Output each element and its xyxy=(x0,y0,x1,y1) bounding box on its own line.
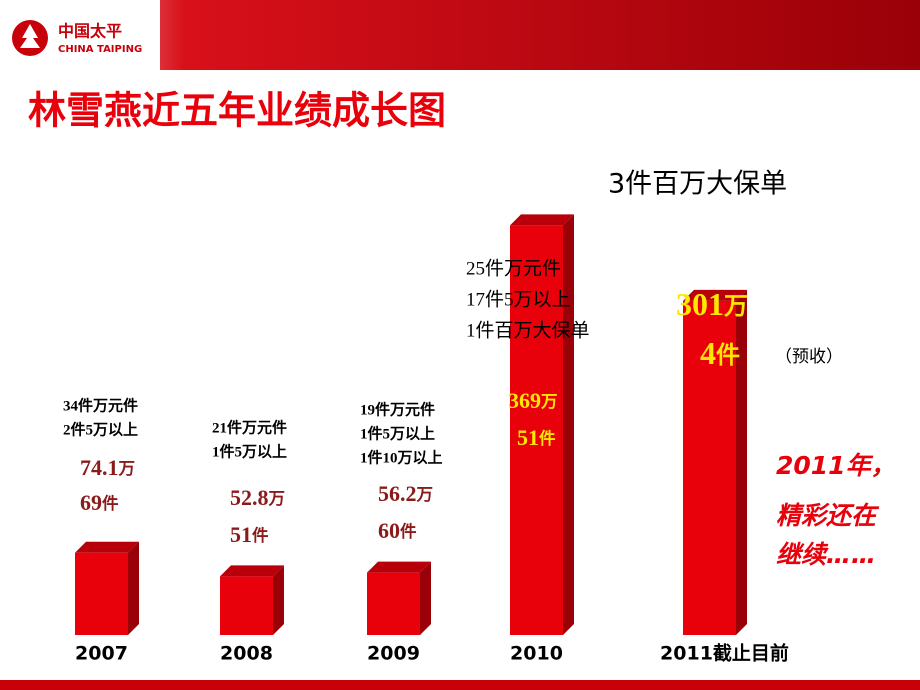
bar-note: 19件万元件 xyxy=(360,400,435,418)
bar-top xyxy=(367,561,431,573)
bar xyxy=(367,572,420,635)
bar-note: 17件5万以上 xyxy=(466,288,571,310)
value-unit: 万 xyxy=(416,485,434,504)
x-tick-label: 2009 xyxy=(367,643,420,665)
footer-band xyxy=(0,680,920,690)
bar-note: 1件百万大保单 xyxy=(466,319,590,341)
slogan: 精彩还在 xyxy=(776,501,880,530)
count-unit: 件 xyxy=(400,521,417,541)
x-tick-label: 2011截止目前 xyxy=(660,642,789,665)
slogan: 2011年， xyxy=(776,451,896,480)
count-unit: 件 xyxy=(716,342,740,369)
value-unit: 万 xyxy=(724,294,748,320)
bar-note: 34件万元件 xyxy=(63,396,138,414)
bar-top xyxy=(220,565,284,577)
bar-top xyxy=(683,289,747,301)
value-number: 369 xyxy=(508,388,541,413)
value-label: 52.8万 xyxy=(230,485,285,510)
bar xyxy=(220,576,273,635)
value-number: 301 xyxy=(676,286,724,322)
bar-side xyxy=(563,214,574,635)
big-policy-note: 3件百万大保单 xyxy=(608,169,787,200)
bar-top xyxy=(510,214,574,226)
x-tick-label: 2007 xyxy=(75,643,128,665)
x-tick-label: 2010 xyxy=(510,643,563,665)
count-label: 69件 xyxy=(80,490,119,515)
logo-name: 中国太平 xyxy=(58,22,122,41)
count-number: 69 xyxy=(80,490,102,515)
slogan: 继续…… xyxy=(776,540,876,569)
bar-note: 21件万元件 xyxy=(212,418,287,436)
count-number: 51 xyxy=(517,425,539,450)
bar xyxy=(683,300,736,635)
bar-note: 1件5万以上 xyxy=(360,424,435,442)
bar-side xyxy=(128,541,139,635)
prepaid-note: （预收） xyxy=(775,347,843,367)
bar-note: 1件10万以上 xyxy=(360,448,443,466)
count-unit: 件 xyxy=(539,428,556,448)
value-unit: 万 xyxy=(268,489,286,508)
value-unit: 万 xyxy=(118,459,136,478)
bar-side xyxy=(273,565,284,635)
count-label: 51件 xyxy=(230,522,269,547)
count-number: 4 xyxy=(700,335,716,371)
bar-top xyxy=(75,541,139,553)
bar xyxy=(510,225,563,635)
bar-note: 1件5万以上 xyxy=(212,442,287,460)
value-label: 369万 xyxy=(508,388,558,413)
chart-title: 林雪燕近五年业绩成长图 xyxy=(28,89,446,133)
logo-tree xyxy=(20,24,40,48)
count-unit: 件 xyxy=(252,525,269,545)
x-tick-label: 2008 xyxy=(220,643,273,665)
count-label: 4件 xyxy=(700,335,740,371)
bar-side xyxy=(420,561,431,635)
count-unit: 件 xyxy=(102,493,119,513)
value-label: 301万 xyxy=(676,286,748,322)
value-number: 52.8 xyxy=(230,485,269,510)
bar xyxy=(75,552,128,635)
value-label: 74.1万 xyxy=(80,455,135,480)
bar-note: 2件5万以上 xyxy=(63,420,138,438)
count-number: 60 xyxy=(378,518,400,543)
value-number: 56.2 xyxy=(378,481,417,506)
value-number: 74.1 xyxy=(80,455,119,480)
count-number: 51 xyxy=(230,522,252,547)
value-label: 56.2万 xyxy=(378,481,433,506)
count-label: 51件 xyxy=(517,425,556,450)
logo-name-en: CHINA TAIPING xyxy=(58,44,142,55)
value-unit: 万 xyxy=(540,392,558,411)
bar-note: 25件万元件 xyxy=(466,257,561,279)
bar-side xyxy=(736,289,747,635)
count-label: 60件 xyxy=(378,518,417,543)
